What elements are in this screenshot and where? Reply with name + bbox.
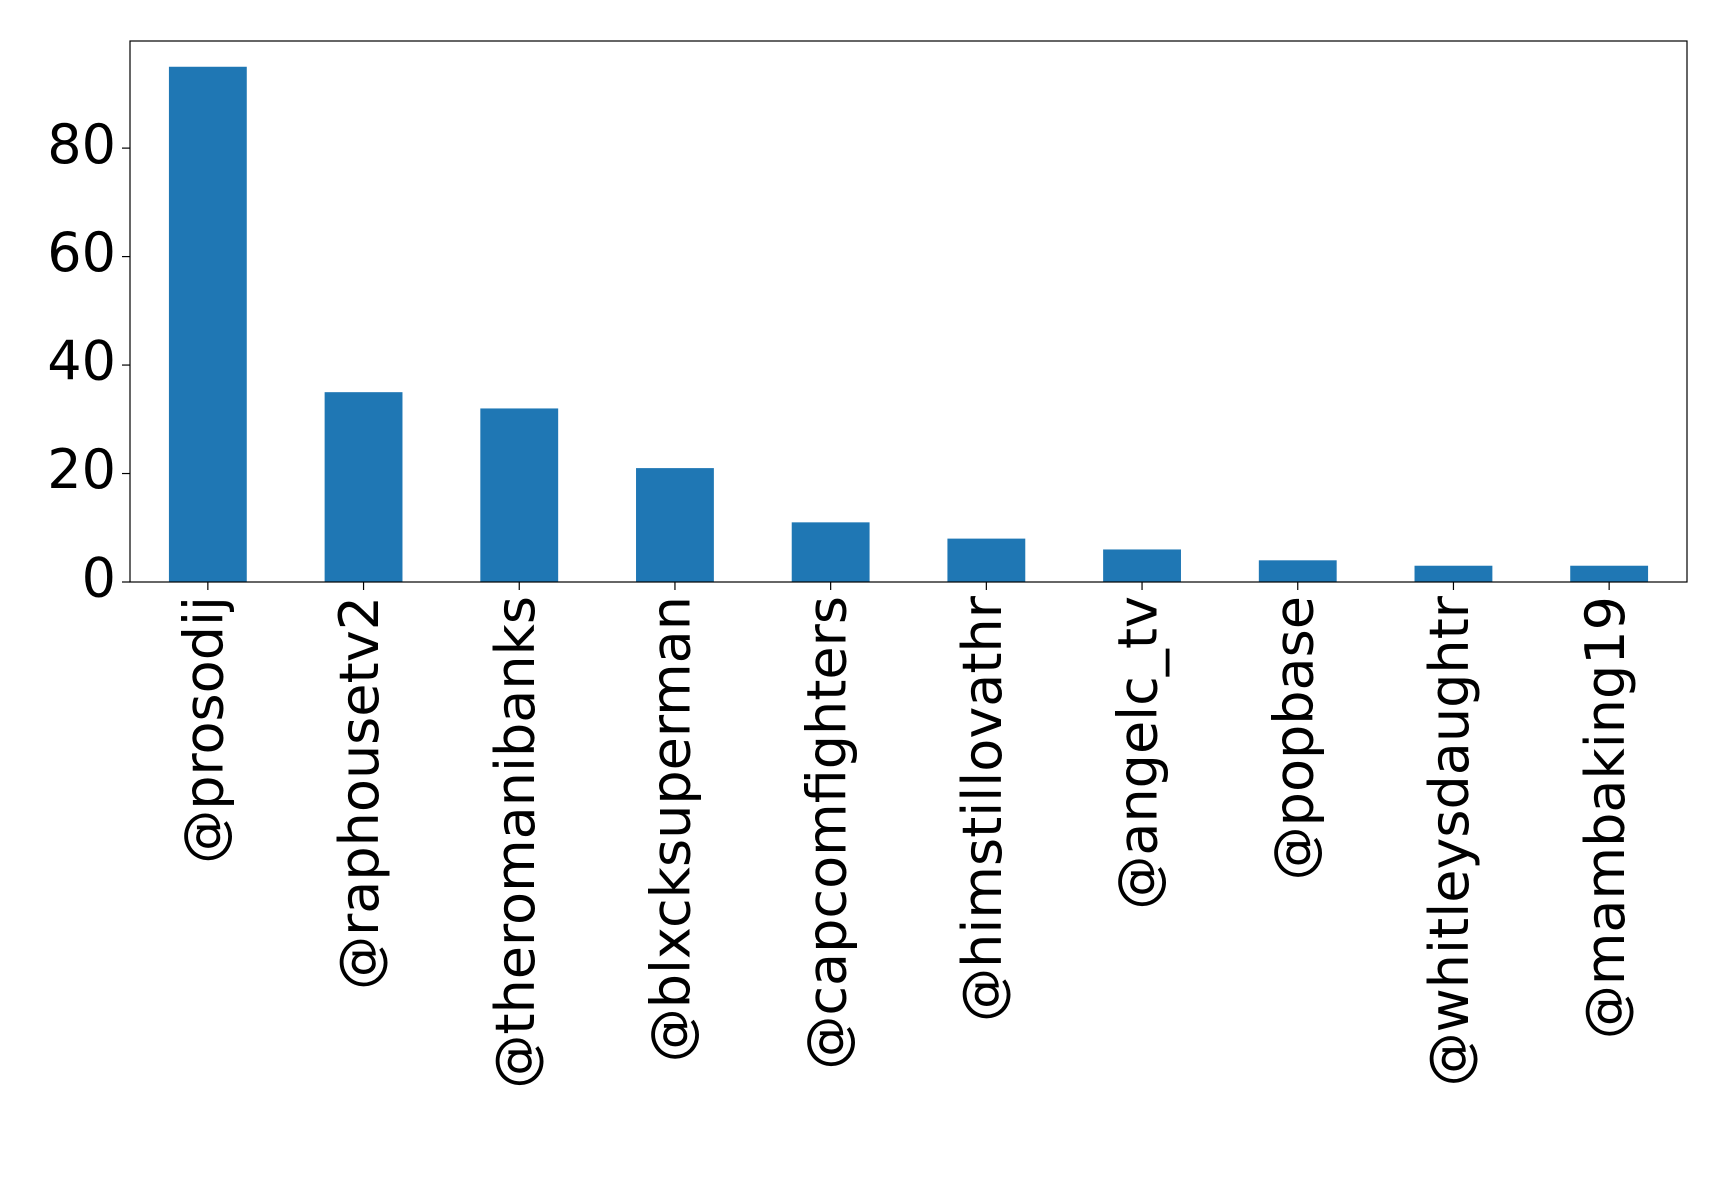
bar <box>168 66 247 582</box>
x-tick-label: @raphousetv2 <box>328 596 391 990</box>
y-tick-label: 40 <box>47 330 116 393</box>
bar <box>947 538 1026 582</box>
bar <box>636 468 714 582</box>
bar <box>1103 549 1181 582</box>
x-tick-label: @whitleysdaughtr <box>1418 595 1481 1086</box>
y-tick-label: 0 <box>82 547 116 610</box>
bar <box>324 392 403 582</box>
bar <box>1570 565 1649 582</box>
x-tick-label: @angelc_tv <box>1107 596 1170 910</box>
y-tick-label: 60 <box>47 221 116 284</box>
y-tick-label: 20 <box>47 438 116 501</box>
plot-frame <box>129 40 1688 583</box>
bar <box>480 408 559 582</box>
x-tick-label: @mambaking19 <box>1574 596 1637 1039</box>
x-tick-label: @capcomfighters <box>795 596 858 1070</box>
bar <box>791 522 870 582</box>
x-tick-label: @blxcksuperman <box>640 596 703 1062</box>
bar <box>1414 565 1493 582</box>
y-tick-label: 80 <box>47 113 116 176</box>
x-tick-label: @theromanibanks <box>484 596 547 1089</box>
x-tick-label: @himstillovathr <box>951 595 1014 1022</box>
x-tick-label: @prosodij <box>172 596 235 864</box>
x-tick-label: @popbase <box>1262 596 1325 880</box>
bar <box>1258 560 1337 582</box>
